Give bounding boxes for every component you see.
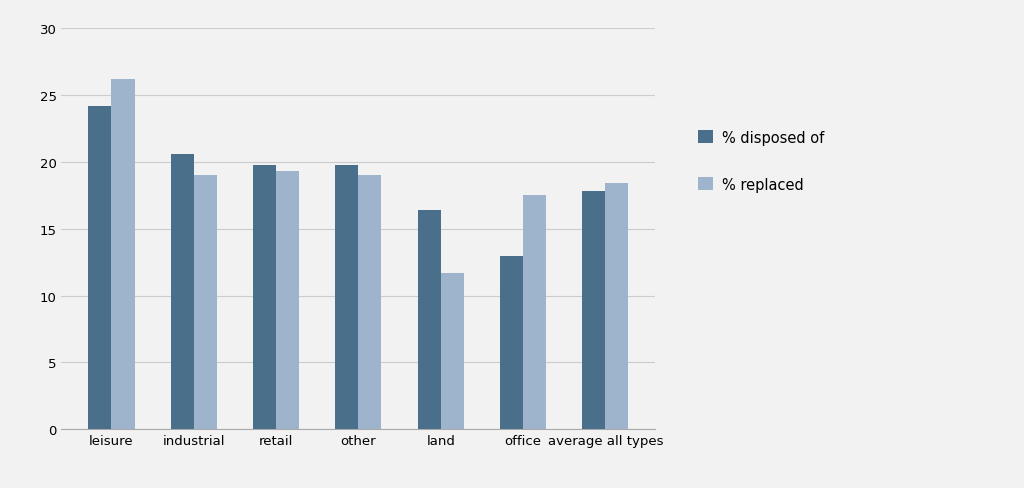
Bar [500, 256, 523, 429]
Bar [112, 80, 134, 429]
Legend: % disposed of, % replaced: % disposed of, % replaced [692, 124, 829, 198]
Bar [276, 172, 299, 429]
Bar [583, 192, 605, 429]
Bar [358, 176, 382, 429]
Bar [523, 196, 546, 429]
Bar [253, 165, 276, 429]
Bar [194, 176, 217, 429]
Bar [88, 107, 112, 429]
Bar [440, 273, 464, 429]
Bar [171, 155, 194, 429]
Bar [335, 165, 358, 429]
Bar [418, 211, 440, 429]
Bar [605, 184, 629, 429]
